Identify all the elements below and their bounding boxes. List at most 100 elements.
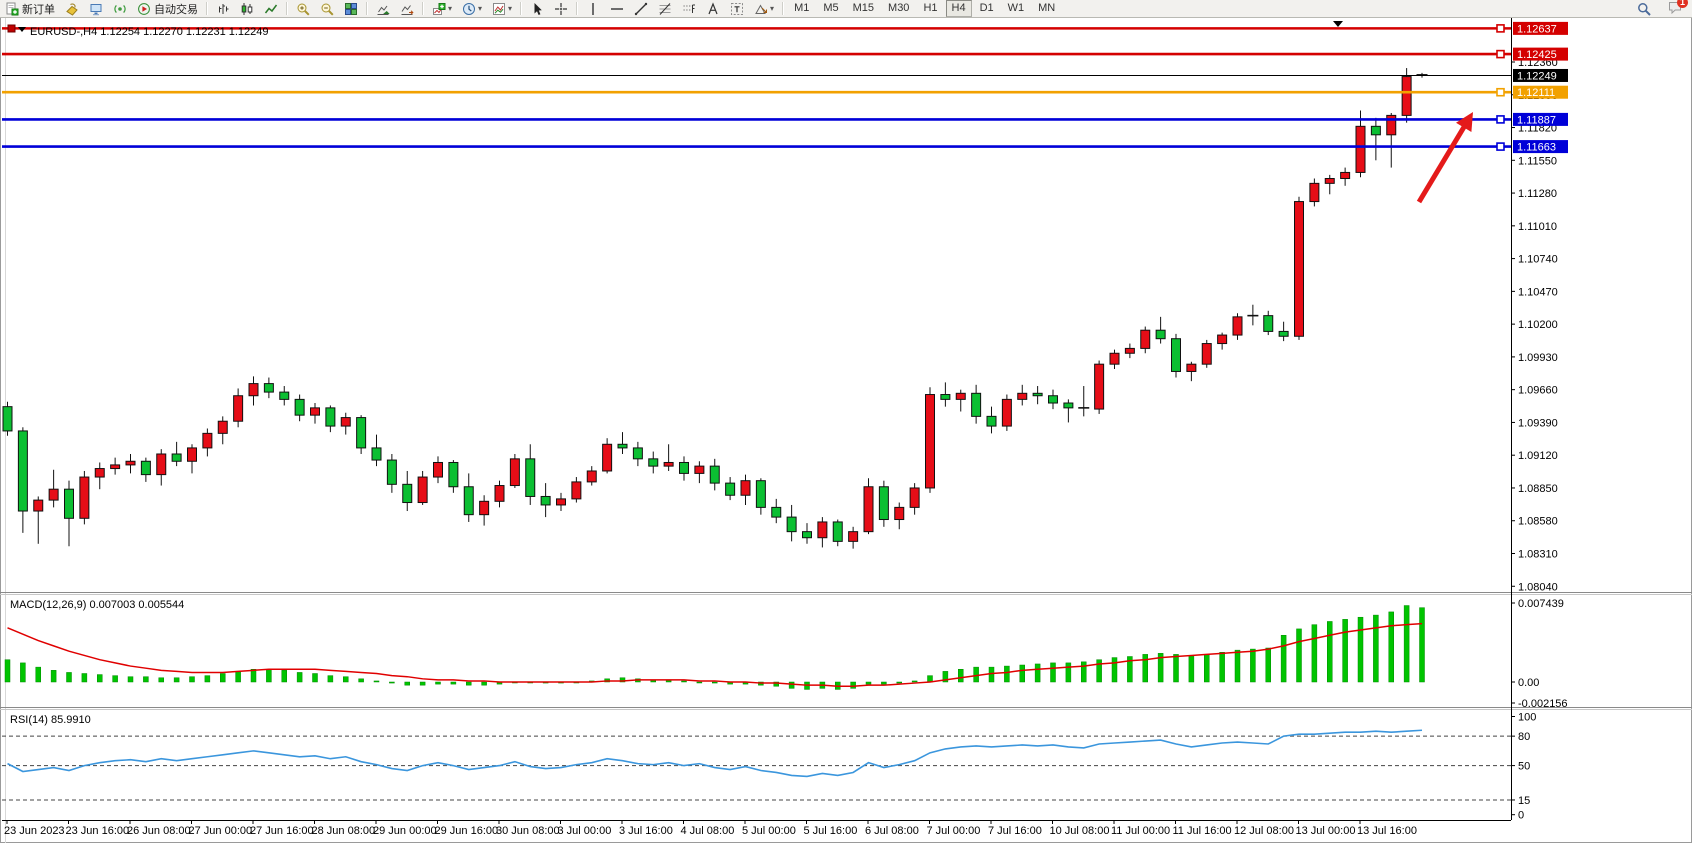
templates-button[interactable]: ▾ [488,0,516,17]
line-chart-button[interactable] [260,0,282,17]
timeframe-m1-button[interactable]: M1 [794,2,810,14]
macd-histogram-bar [81,673,88,683]
line-handle[interactable] [1496,142,1505,151]
macd-histogram-bar [1019,664,1025,683]
indicators-button[interactable]: ▾ [428,0,456,17]
channel-button[interactable] [678,0,700,17]
horizontal-line[interactable]: 1.12637 [2,21,1568,36]
styles-button[interactable] [61,0,83,17]
macd-panel[interactable]: 0.007439 0.00 -0.002156 MACD(12,26,9) 0.007… [4,598,1568,710]
timeframe-m5-button[interactable]: M5 [823,2,839,14]
crosshair-button[interactable] [550,0,572,17]
vertical-line-button[interactable] [582,0,604,17]
price-line-label [1513,140,1568,154]
timeframe-h4-button[interactable]: H4 [945,0,972,17]
price-tick-label: 1.08310 [1518,548,1558,560]
macd-histogram-bar [66,672,72,683]
horizontal-line-button[interactable] [606,0,628,17]
auto-scroll-button[interactable] [372,0,394,17]
macd-histogram-bar [112,675,118,683]
search-button[interactable] [1633,0,1655,17]
macd-histogram-bar [865,681,872,685]
trend-arrow-annotation[interactable] [1416,112,1473,204]
timeframe-d1-button[interactable]: D1 [979,2,994,14]
signals-button[interactable] [109,0,131,17]
macd-histogram-bar [404,681,410,686]
macd-histogram-bar [896,681,902,684]
trendline-button[interactable] [630,0,652,17]
fibonacci-button[interactable] [654,0,676,17]
macd-histogram-bar [1188,655,1195,683]
text-button[interactable] [702,0,724,17]
text-label-button[interactable] [726,0,748,17]
macd-signal-line [7,622,1423,687]
indicators-icon [433,2,446,15]
timeframe-m15-button[interactable]: M15 [852,2,875,14]
time-tick-label: 30 Jun 08:00 [496,825,560,837]
horizontal-line[interactable]: 1.12111 [2,85,1568,100]
candles-series [2,68,1428,549]
notifications-button[interactable]: 1 [1668,0,1688,17]
horizontal-line[interactable]: 1.12425 [2,47,1568,62]
shapes-button[interactable]: ▾ [750,0,778,17]
timeframe-h1-button[interactable]: H1 [923,2,938,14]
line-handle[interactable] [1496,24,1505,33]
tile-windows-button[interactable] [340,0,362,17]
publish-icon [90,3,102,15]
line-handle[interactable] [1496,49,1505,59]
time-tick-label: 13 Jul 00:00 [1296,825,1356,837]
price-tick-label: 1.10200 [1518,319,1558,331]
time-tick-label: 5 Jul 00:00 [742,825,796,837]
bars-button[interactable] [212,0,234,17]
macd-histogram-bar [973,666,979,683]
horizontal-line[interactable]: 1.11663 [2,140,1568,154]
macd-histogram-bar [250,669,257,683]
macd-histogram-bar [358,678,364,683]
time-tick-label: 10 Jul 08:00 [1050,825,1110,837]
rsi-label: RSI(14) 85.9910 [10,714,91,726]
toolbar-separator [576,2,579,15]
auto-trading-button[interactable]: 自动交易 [133,0,202,17]
macd-histogram-bar [1219,652,1225,683]
zoom-in-button[interactable] [292,0,314,17]
zoom-out-button[interactable] [316,0,338,17]
rsi-panel[interactable]: 100 80 50 15 0 RSI(14) 85.9910 [2,712,1536,822]
time-tick-label: 23 Jun 2023 [4,825,65,837]
new-order-button[interactable]: 新订单 [1,0,59,17]
publish-button[interactable] [85,0,107,17]
toolbar-separator [422,2,424,15]
line-handle[interactable] [1496,87,1505,97]
timeframe-m30-button[interactable]: M30 [888,2,910,14]
shapes-icon [755,3,768,14]
time-tick-label: 3 Jul 00:00 [558,825,612,837]
macd-histogram-bar [619,677,626,683]
price-line-label-text: 1.11663 [1517,142,1556,154]
cursor-button[interactable] [526,0,548,17]
bucket-icon [66,3,78,16]
periods-button[interactable]: ▾ [458,0,486,17]
line-handle[interactable] [1496,115,1505,124]
price-line-label-text: 1.12637 [1517,23,1557,35]
chart-shift-button[interactable] [396,0,418,17]
macd-label: MACD(12,26,9) 0.007003 0.005544 [10,599,184,611]
macd-histogram-bar [1127,656,1133,683]
macd-histogram-bar [1357,616,1364,683]
scroll-marker[interactable] [1333,21,1343,27]
timeframe-w1-button[interactable]: W1 [1007,2,1025,14]
candles-button[interactable] [236,0,258,17]
horizontal-line[interactable]: 1.11887 [2,112,1568,127]
price-axis[interactable]: 1.123601.120901.118201.115501.112801.110… [1511,57,1558,593]
notification-badge: 1 [1677,0,1688,8]
timeframe-mn-button[interactable]: MN [1038,2,1056,14]
price-tick-label: 1.11010 [1518,221,1557,233]
macd-histogram-bar [1388,611,1394,683]
new-order-icon [6,2,19,15]
price-tick-label: 1.11550 [1518,155,1557,167]
macd-histogram-bar [204,675,211,683]
horizontal-line-icon [611,7,624,10]
macd-histogram-bar [158,677,164,683]
macd-histogram-bar [97,674,103,683]
